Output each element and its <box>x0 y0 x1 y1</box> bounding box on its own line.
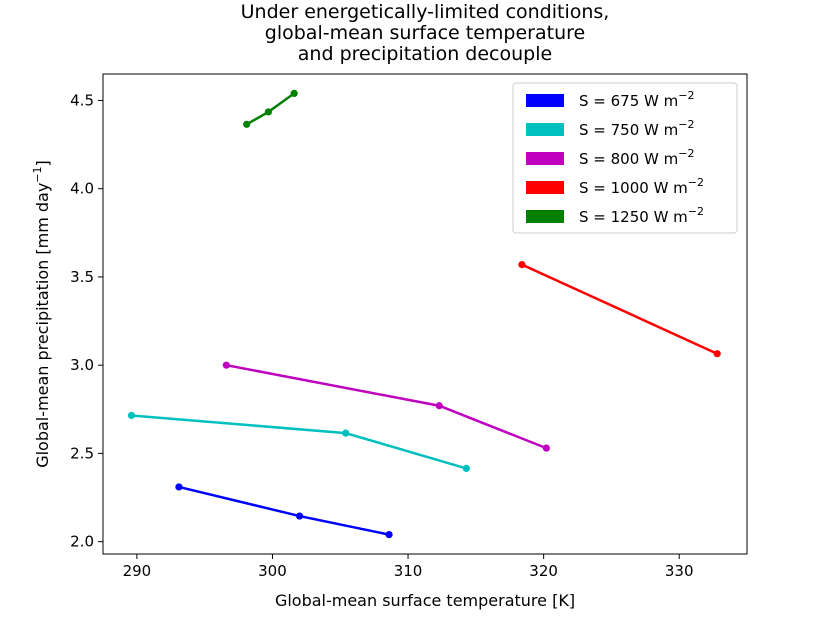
data-point <box>175 483 183 491</box>
legend: S = 675 W m−2S = 750 W m−2S = 800 W m−2S… <box>512 82 738 234</box>
data-point <box>127 411 136 420</box>
legend-swatch <box>526 210 564 223</box>
legend-swatch <box>526 152 564 165</box>
plot-area-frame <box>102 73 748 555</box>
data-point <box>435 402 443 410</box>
legend-entry-text: S = 1000 W m <box>579 179 688 197</box>
y-tick-label: 4.5 <box>70 91 94 109</box>
series-1 <box>175 483 393 539</box>
legend-entry-label: S = 800 W m−2 <box>579 147 694 168</box>
y-axis-label-main: Global-mean precipitation [mm day <box>33 183 52 468</box>
legend-entry-text: S = 675 W m <box>579 92 678 110</box>
chart-title-line-1: Under energetically-limited conditions, <box>241 1 610 23</box>
y-axis-label-superscript: −1 <box>31 166 44 182</box>
y-tick-label: 3.0 <box>70 356 94 374</box>
data-point <box>518 260 526 269</box>
legend-entry-superscript: −2 <box>678 118 694 131</box>
data-point <box>290 89 298 98</box>
data-point <box>542 444 550 452</box>
y-axis-label-end: ] <box>33 160 52 166</box>
series-5 <box>243 89 298 128</box>
x-tick-label: 320 <box>529 562 558 580</box>
legend-entry-label: S = 1250 W m−2 <box>579 205 704 226</box>
legend-entry-text: S = 750 W m <box>579 121 678 139</box>
series-3 <box>222 361 550 452</box>
data-point <box>295 512 304 520</box>
legend-entry-superscript: −2 <box>678 89 694 102</box>
legend-entry-superscript: −2 <box>688 205 704 218</box>
y-tick-label: 4.0 <box>70 180 94 198</box>
chart-title-line-2: global-mean surface temperature <box>265 22 585 44</box>
series-line <box>226 363 547 450</box>
series-4 <box>518 260 721 358</box>
chart-title: Under energetically-limited conditions,g… <box>241 1 610 65</box>
y-tick-label: 2.0 <box>70 533 94 551</box>
legend-entry-text: S = 800 W m <box>579 150 678 168</box>
data-point <box>222 361 230 369</box>
legend-box <box>512 82 738 234</box>
legend-entry-label: S = 1000 W m−2 <box>579 176 704 197</box>
x-axis-label: Global-mean surface temperature [K] <box>275 591 575 610</box>
legend-entry-text: S = 1250 W m <box>579 208 688 226</box>
series-line <box>246 92 295 126</box>
x-tick-label: 310 <box>394 562 423 580</box>
data-point <box>264 108 273 116</box>
data-point <box>713 350 721 358</box>
series-line <box>521 263 718 355</box>
legend-swatch <box>526 94 564 107</box>
legend-entry-label: S = 675 W m−2 <box>579 89 694 110</box>
series-2 <box>127 411 470 473</box>
series-line <box>131 414 467 470</box>
y-tick-label: 3.5 <box>70 268 94 286</box>
legend-entry-superscript: −2 <box>678 147 694 160</box>
legend-entry-superscript: −2 <box>688 176 704 189</box>
data-point <box>462 464 470 473</box>
y-axis-ticks: 2.0 2.5 3.0 3.5 4.0 4.5 <box>70 91 103 551</box>
x-tick-label: 300 <box>258 562 287 580</box>
legend-entry-label: S = 750 W m−2 <box>579 118 694 139</box>
legend-swatch <box>526 181 564 194</box>
x-tick-label: 290 <box>123 562 152 580</box>
y-axis-label: Global-mean precipitation [mm day−1] <box>31 160 52 468</box>
legend-swatch <box>526 123 564 136</box>
series-line <box>178 485 390 536</box>
series-layer <box>127 89 721 539</box>
data-point <box>243 120 251 128</box>
data-point <box>342 429 350 437</box>
x-axis-ticks: 290 300 310 320 330 <box>123 554 694 580</box>
y-tick-label: 2.5 <box>70 444 94 462</box>
chart-title-line-3: and precipitation decouple <box>298 43 552 65</box>
data-point <box>385 530 393 539</box>
x-tick-label: 330 <box>665 562 694 580</box>
